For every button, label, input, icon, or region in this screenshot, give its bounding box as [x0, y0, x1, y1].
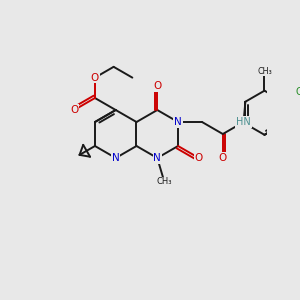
Text: N: N — [153, 153, 161, 163]
Text: O: O — [153, 81, 161, 91]
Text: CH₃: CH₃ — [157, 178, 172, 187]
Text: HN: HN — [236, 117, 251, 127]
Text: CH₃: CH₃ — [257, 67, 272, 76]
Text: O: O — [195, 153, 203, 163]
Text: O: O — [91, 73, 99, 82]
Text: O: O — [219, 153, 227, 163]
Text: N: N — [174, 117, 182, 127]
Text: N: N — [112, 153, 120, 163]
Text: Cl: Cl — [296, 87, 300, 97]
Text: O: O — [70, 105, 78, 115]
